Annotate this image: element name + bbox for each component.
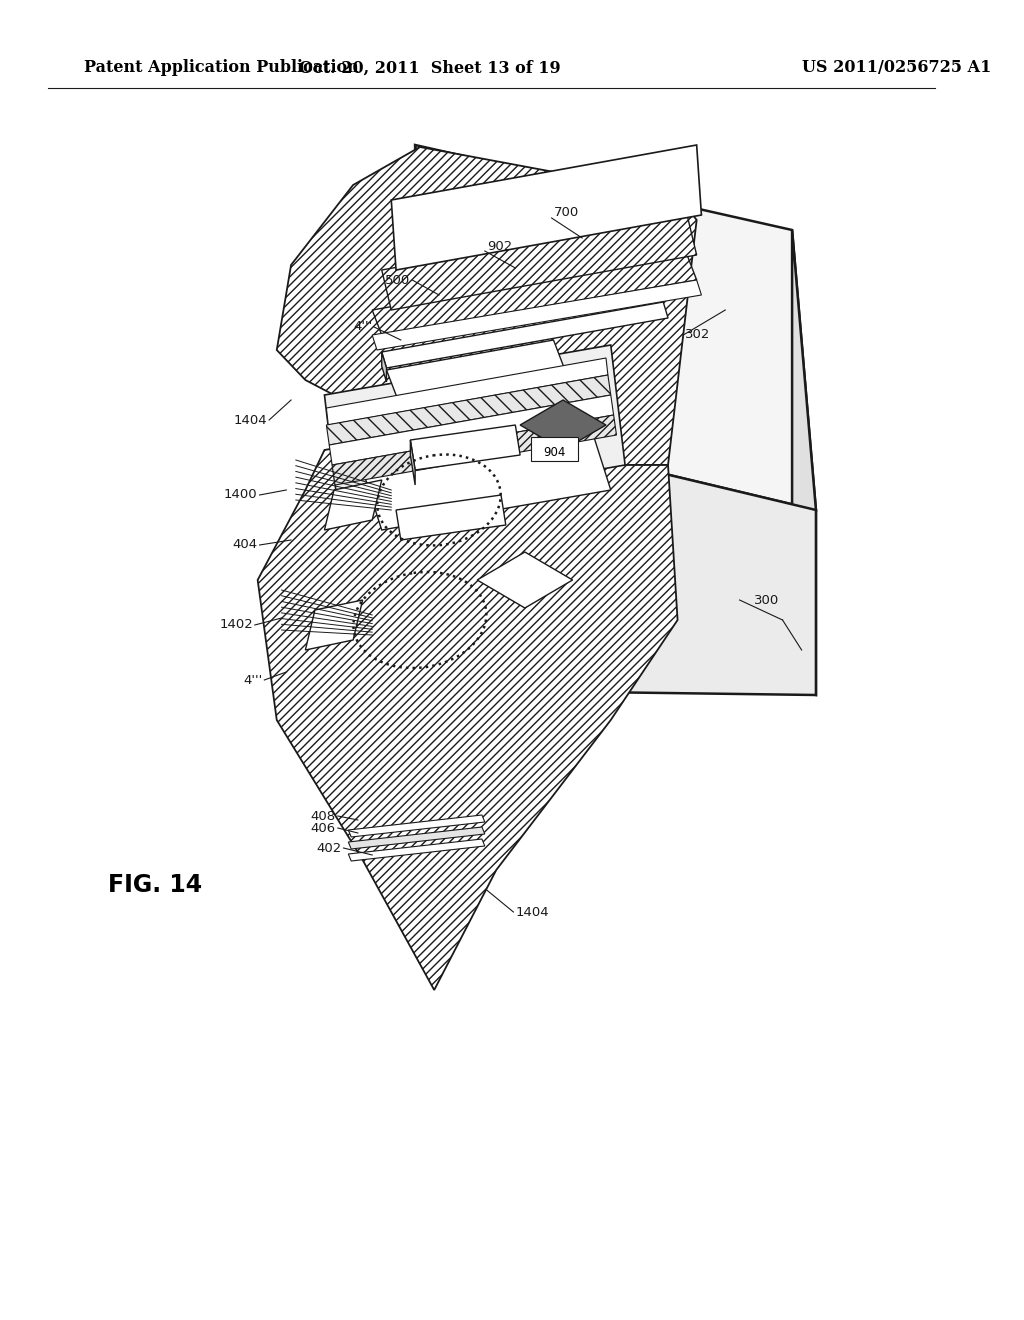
Text: 4''': 4''': [353, 321, 372, 334]
Text: Oct. 20, 2011  Sheet 13 of 19: Oct. 20, 2011 Sheet 13 of 19: [299, 59, 560, 77]
FancyBboxPatch shape: [530, 437, 579, 461]
Polygon shape: [276, 147, 696, 465]
Polygon shape: [382, 352, 386, 381]
Polygon shape: [348, 828, 484, 849]
Text: 500: 500: [385, 273, 411, 286]
Text: 406: 406: [311, 821, 336, 834]
Polygon shape: [372, 255, 696, 335]
Polygon shape: [305, 601, 362, 649]
Text: US 2011/0256725 A1: US 2011/0256725 A1: [802, 59, 991, 77]
Polygon shape: [382, 302, 668, 368]
Polygon shape: [325, 345, 625, 515]
Polygon shape: [477, 552, 572, 609]
Text: 300: 300: [754, 594, 779, 606]
Polygon shape: [520, 400, 606, 450]
Text: 302: 302: [685, 329, 711, 342]
Text: 402: 402: [316, 842, 342, 854]
Polygon shape: [325, 480, 382, 531]
Polygon shape: [332, 414, 616, 484]
Polygon shape: [415, 145, 439, 690]
Polygon shape: [439, 420, 816, 696]
Polygon shape: [330, 395, 613, 465]
Polygon shape: [396, 495, 506, 540]
Text: 902: 902: [486, 239, 512, 252]
Text: 4''': 4''': [243, 673, 262, 686]
Polygon shape: [258, 436, 678, 990]
Text: 404: 404: [232, 539, 258, 552]
Text: 1402: 1402: [219, 619, 253, 631]
Polygon shape: [391, 145, 701, 271]
Polygon shape: [348, 814, 484, 837]
Text: 1404: 1404: [515, 906, 549, 919]
Polygon shape: [382, 215, 696, 310]
Text: 408: 408: [311, 809, 336, 822]
Text: 700: 700: [554, 206, 579, 219]
Polygon shape: [372, 280, 701, 350]
Text: FIG. 14: FIG. 14: [108, 873, 202, 898]
Text: Patent Application Publication: Patent Application Publication: [84, 59, 358, 77]
Polygon shape: [411, 440, 415, 484]
Polygon shape: [793, 230, 816, 696]
Polygon shape: [411, 425, 520, 470]
Polygon shape: [348, 840, 484, 861]
Polygon shape: [362, 430, 610, 531]
Text: 1404: 1404: [233, 413, 267, 426]
Text: 904: 904: [544, 446, 565, 458]
Polygon shape: [327, 375, 610, 445]
Text: 1400: 1400: [224, 488, 258, 502]
Polygon shape: [327, 358, 608, 425]
Polygon shape: [415, 145, 816, 510]
Polygon shape: [386, 341, 572, 420]
